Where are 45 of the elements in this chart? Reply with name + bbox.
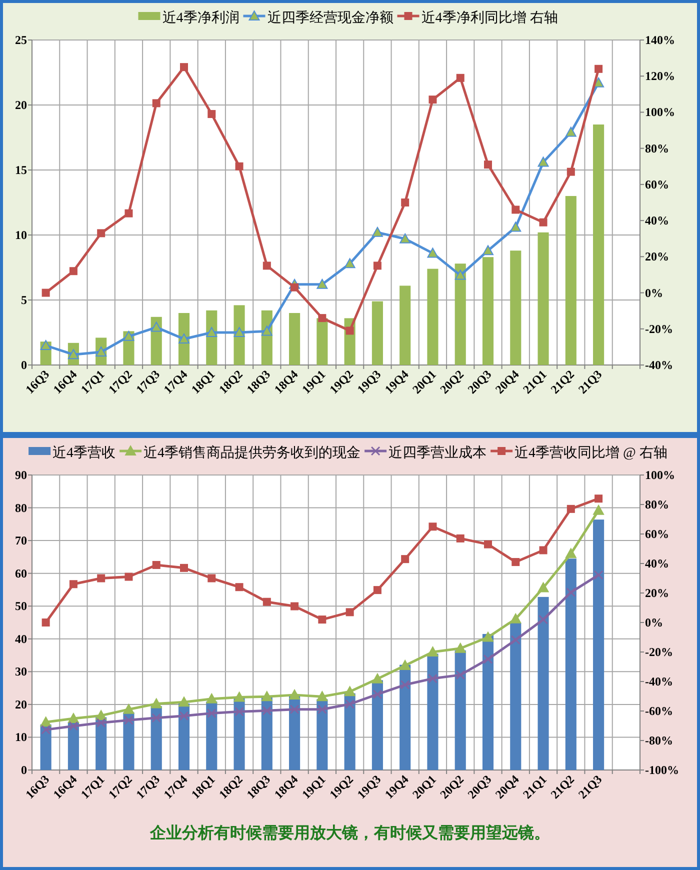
y2-tick-label: 80% [645, 498, 669, 512]
y2-tick-label: -20% [645, 322, 673, 336]
y-tick-label: 20 [15, 98, 27, 112]
y2-tick-label: -100% [645, 763, 679, 777]
y2-tick-label: 40% [645, 556, 669, 570]
y2-tick-label: 20% [645, 250, 669, 264]
y-tick-label: 60 [15, 566, 27, 580]
y-tick-label: 10 [15, 730, 27, 744]
y2-tick-label: 60% [645, 527, 669, 541]
y2-tick-label: -20% [645, 645, 673, 659]
y-tick-label: 25 [15, 33, 27, 47]
y2-tick-label: 0% [645, 286, 663, 300]
y-tick-label: 70 [15, 534, 27, 548]
y-tick-label: 10 [15, 228, 27, 242]
legend-label: 近4季营收 [52, 445, 116, 461]
y2-tick-label: 140% [645, 33, 675, 47]
y2-tick-label: 100% [645, 105, 675, 120]
legend-label: 近4季净利润 [162, 10, 240, 26]
legend-label: 近4季净利同比增 右轴 [421, 10, 558, 26]
legend-label: 近4季营收同比增 @ 右轴 [514, 445, 668, 461]
y2-tick-label: 0% [645, 616, 663, 630]
legend-label: 近四季经营现金净额 [267, 10, 394, 26]
y2-tick-label: 20% [645, 586, 669, 600]
y-tick-label: 90 [15, 468, 27, 482]
y-tick-label: 0 [21, 763, 27, 777]
y2-tick-label: -40% [645, 358, 673, 372]
y-tick-label: 15 [15, 163, 27, 177]
y-tick-label: 0 [21, 358, 27, 372]
y-tick-label: 20 [15, 697, 27, 712]
y-tick-label: 40 [15, 632, 27, 646]
y-tick-label: 5 [21, 293, 27, 307]
legend-label: 近4季销售商品提供劳务收到的现金 [144, 445, 361, 461]
y2-tick-label: 100% [645, 468, 675, 482]
y-tick-label: 30 [15, 664, 27, 679]
y2-tick-label: 120% [645, 69, 675, 84]
y2-tick-label: 60% [645, 177, 669, 192]
y2-tick-label: -40% [645, 674, 673, 688]
y2-tick-label: -60% [645, 704, 673, 718]
y2-tick-label: 40% [645, 214, 669, 228]
y2-tick-label: 80% [645, 141, 669, 156]
y2-tick-label: -80% [645, 734, 673, 748]
y-tick-label: 50 [15, 599, 27, 614]
text: 企业分析有时候需要用放大镜，有时候又需要用望远镜。 [149, 824, 550, 842]
y-tick-label: 80 [15, 500, 27, 515]
legend-label: 近四季营业成本 [388, 445, 487, 461]
